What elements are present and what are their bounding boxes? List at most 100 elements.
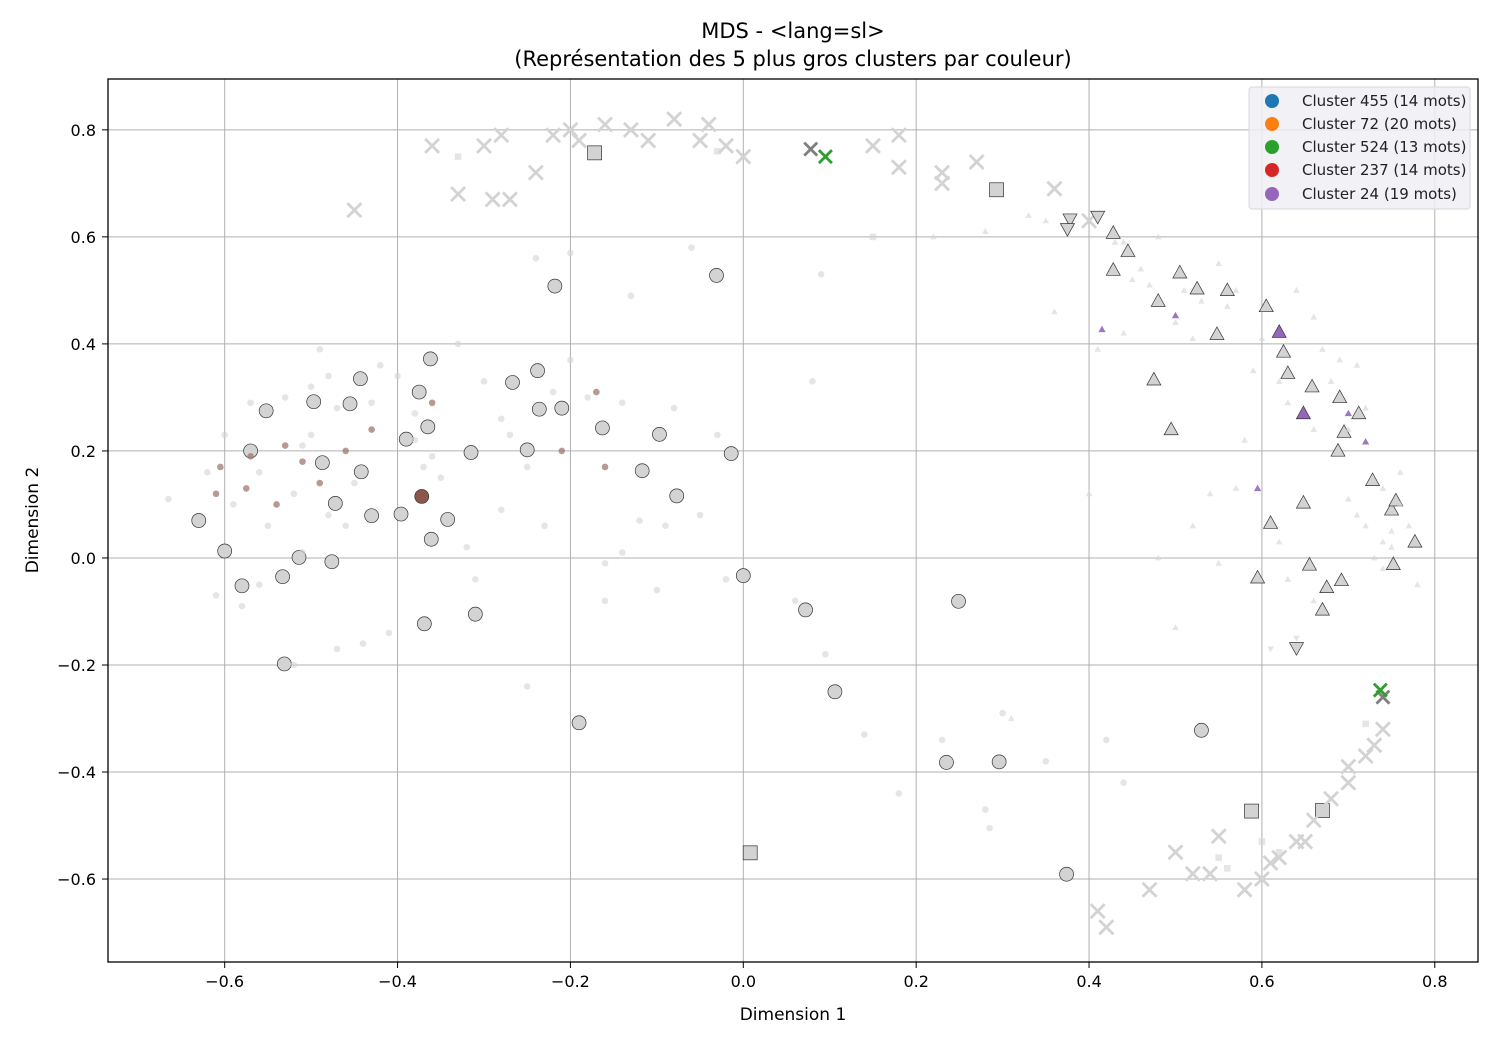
square-point	[1215, 854, 1222, 861]
circle-point	[999, 709, 1006, 717]
legend-box	[1248, 86, 1471, 210]
legend-label-cluster-524: Cluster 524 (13 mots)	[1302, 138, 1466, 156]
x-tick-label: 0.8	[1422, 972, 1447, 991]
circle-point	[558, 447, 566, 455]
triangle-up-point	[1241, 436, 1248, 443]
circle-point	[531, 401, 547, 417]
circle-point	[281, 442, 289, 449]
x-point	[1288, 833, 1305, 850]
circle-point	[411, 410, 419, 417]
x-point	[1167, 844, 1184, 861]
x-point	[1163, 897, 1170, 904]
triangle-up-point	[1351, 405, 1367, 420]
x-point	[342, 207, 349, 214]
circle-point	[351, 479, 358, 487]
circle-point	[634, 463, 650, 479]
x-point	[1210, 828, 1227, 845]
legend-label-cluster-72: Cluster 72 (20 mots)	[1302, 115, 1457, 133]
triangle-up-point	[1172, 624, 1179, 631]
circle-point	[601, 597, 609, 605]
circle-point	[601, 560, 609, 567]
circle-point	[394, 372, 401, 380]
circle-point	[817, 271, 825, 278]
x-point	[501, 191, 518, 208]
triangle-up-point	[982, 228, 989, 234]
square-point	[1258, 838, 1266, 845]
circle-point	[618, 549, 626, 556]
y-tick-label: 0.0	[71, 549, 96, 568]
x-point	[718, 137, 735, 154]
triangle-up-point	[1232, 484, 1240, 491]
triangle-up-point	[1379, 538, 1387, 545]
square-point	[1244, 803, 1259, 819]
x-tick-label: 0.0	[731, 972, 756, 991]
triangle-up-point	[1353, 511, 1361, 518]
triangle-up-point	[1396, 500, 1404, 507]
triangle-up-point	[1310, 313, 1318, 320]
legend-marker-cluster-237	[1265, 163, 1279, 177]
y-tick-label: −0.6	[57, 870, 96, 889]
circle-point	[315, 455, 330, 471]
circle-point	[333, 645, 341, 653]
x-point	[493, 127, 510, 144]
x-point	[1089, 903, 1106, 920]
triangle-up-point	[1344, 409, 1352, 417]
x-point	[424, 137, 441, 154]
circle-point	[359, 640, 367, 647]
triangle-up-point	[1280, 365, 1296, 379]
circle-point	[276, 656, 292, 672]
circle-point	[255, 469, 263, 476]
circle-point	[595, 420, 610, 436]
x-point	[817, 149, 833, 165]
circle-point	[420, 463, 427, 471]
x-point	[1340, 758, 1357, 775]
y-tick-label: −0.4	[57, 763, 96, 782]
triangle-up-point	[1301, 556, 1318, 571]
triangle-up-point	[1330, 442, 1346, 457]
square-point	[587, 145, 602, 161]
circle-point	[1103, 736, 1110, 744]
triangle-down-point	[1062, 213, 1078, 228]
circle-point	[242, 485, 250, 492]
legend-marker-cluster-455	[1265, 94, 1279, 108]
triangle-up-point	[1319, 345, 1326, 352]
circle-point	[414, 489, 430, 504]
triangle-up-point	[1345, 495, 1352, 502]
circle-point	[275, 569, 290, 585]
triangle-up-point	[1249, 367, 1257, 374]
triangle-up-point	[1293, 286, 1300, 293]
circle-point	[353, 464, 369, 480]
triangle-up-point	[1120, 243, 1136, 257]
circle-point	[307, 431, 315, 439]
circle-point	[191, 513, 207, 528]
x-axis-label: Dimension 1	[740, 1005, 847, 1025]
y-tick-label: 0.4	[71, 335, 96, 354]
triangle-up-point	[1379, 484, 1387, 491]
triangle-up-point	[1385, 556, 1401, 570]
square-point	[989, 182, 1004, 198]
circle-point	[221, 431, 228, 439]
circle-point	[316, 479, 324, 487]
square-point	[1224, 865, 1231, 872]
circle-point	[652, 426, 667, 442]
triangle-up-point	[1154, 233, 1162, 240]
x-point	[890, 127, 907, 144]
circle-point	[440, 512, 456, 527]
triangle-up-point	[1146, 281, 1153, 288]
x-point	[965, 185, 972, 192]
circle-point	[411, 436, 419, 444]
triangle-up-point	[1275, 343, 1292, 358]
circle-point	[273, 501, 280, 508]
triangle-up-point	[1271, 324, 1287, 338]
x-point	[921, 148, 928, 155]
circle-point	[593, 388, 600, 396]
circle-point	[420, 419, 436, 435]
triangle-up-point	[1249, 569, 1266, 584]
triangle-up-point	[1172, 319, 1179, 325]
circle-point	[662, 522, 669, 530]
triangle-up-point	[1154, 554, 1162, 561]
x-point	[597, 116, 613, 133]
x-point	[1262, 855, 1279, 871]
legend-label-cluster-455: Cluster 455 (14 mots)	[1302, 92, 1466, 110]
circle-point	[547, 278, 563, 294]
